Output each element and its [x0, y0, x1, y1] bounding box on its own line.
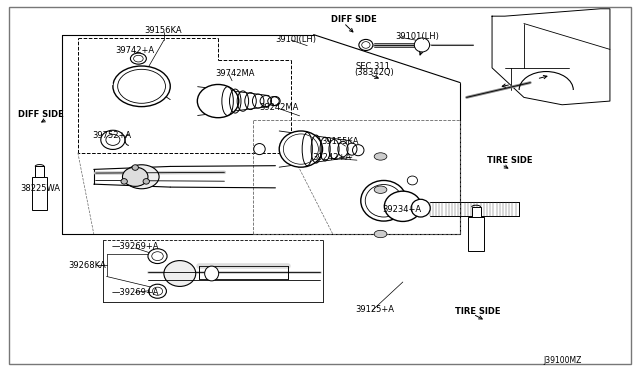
Text: —39269+A: —39269+A: [111, 288, 159, 297]
Ellipse shape: [143, 179, 149, 184]
Ellipse shape: [385, 191, 421, 221]
Ellipse shape: [359, 39, 373, 51]
Ellipse shape: [411, 199, 430, 217]
Text: J39100MZ: J39100MZ: [543, 356, 581, 365]
Ellipse shape: [152, 287, 163, 295]
Ellipse shape: [113, 66, 170, 107]
Ellipse shape: [284, 134, 319, 164]
Text: 38225WA: 38225WA: [20, 185, 61, 193]
Ellipse shape: [148, 284, 166, 298]
Ellipse shape: [253, 144, 265, 155]
Ellipse shape: [131, 53, 147, 64]
Ellipse shape: [152, 252, 163, 260]
Ellipse shape: [124, 165, 159, 189]
Ellipse shape: [100, 130, 125, 150]
Text: 39268KA: 39268KA: [68, 261, 106, 270]
Text: 39125+A: 39125+A: [355, 305, 394, 314]
Ellipse shape: [414, 38, 429, 52]
Text: 39155KA: 39155KA: [321, 137, 359, 146]
Ellipse shape: [134, 55, 143, 62]
Ellipse shape: [106, 134, 120, 145]
Bar: [468, 217, 484, 251]
Ellipse shape: [121, 179, 127, 184]
Text: 39742MA: 39742MA: [215, 69, 254, 78]
Text: TIRE SIDE: TIRE SIDE: [455, 307, 500, 316]
Text: (38342Q): (38342Q): [354, 68, 394, 77]
Ellipse shape: [365, 185, 402, 217]
Ellipse shape: [205, 266, 219, 281]
Text: DIFF SIDE: DIFF SIDE: [18, 109, 64, 119]
Text: 39234+A: 39234+A: [383, 205, 422, 215]
Text: —39269+A: —39269+A: [111, 243, 159, 251]
Circle shape: [374, 153, 387, 160]
Text: TIRE SIDE: TIRE SIDE: [487, 156, 532, 166]
Circle shape: [374, 230, 387, 238]
Ellipse shape: [132, 165, 138, 170]
Ellipse shape: [362, 42, 370, 48]
Text: SEC.311: SEC.311: [356, 61, 390, 71]
Text: 39742+A: 39742+A: [115, 46, 154, 55]
Ellipse shape: [271, 96, 280, 106]
Text: 39242+A: 39242+A: [312, 153, 351, 162]
Circle shape: [374, 186, 387, 193]
Bar: [35, 166, 44, 177]
Text: 39752+A: 39752+A: [93, 131, 132, 140]
Ellipse shape: [164, 260, 196, 286]
Ellipse shape: [407, 176, 417, 185]
Ellipse shape: [361, 180, 406, 221]
Text: 39101(LH): 39101(LH): [395, 32, 439, 41]
Text: 3910l(LH): 3910l(LH): [275, 35, 316, 44]
Bar: [32, 177, 47, 210]
Ellipse shape: [197, 84, 239, 118]
Text: DIFF SIDE: DIFF SIDE: [332, 15, 377, 24]
Bar: [472, 207, 481, 217]
Polygon shape: [492, 9, 610, 105]
Ellipse shape: [148, 249, 167, 263]
Ellipse shape: [122, 167, 148, 186]
Ellipse shape: [279, 131, 323, 167]
Text: 39242MA: 39242MA: [259, 103, 299, 112]
Text: 39156KA: 39156KA: [145, 26, 182, 35]
Ellipse shape: [118, 69, 166, 103]
Ellipse shape: [353, 145, 364, 156]
